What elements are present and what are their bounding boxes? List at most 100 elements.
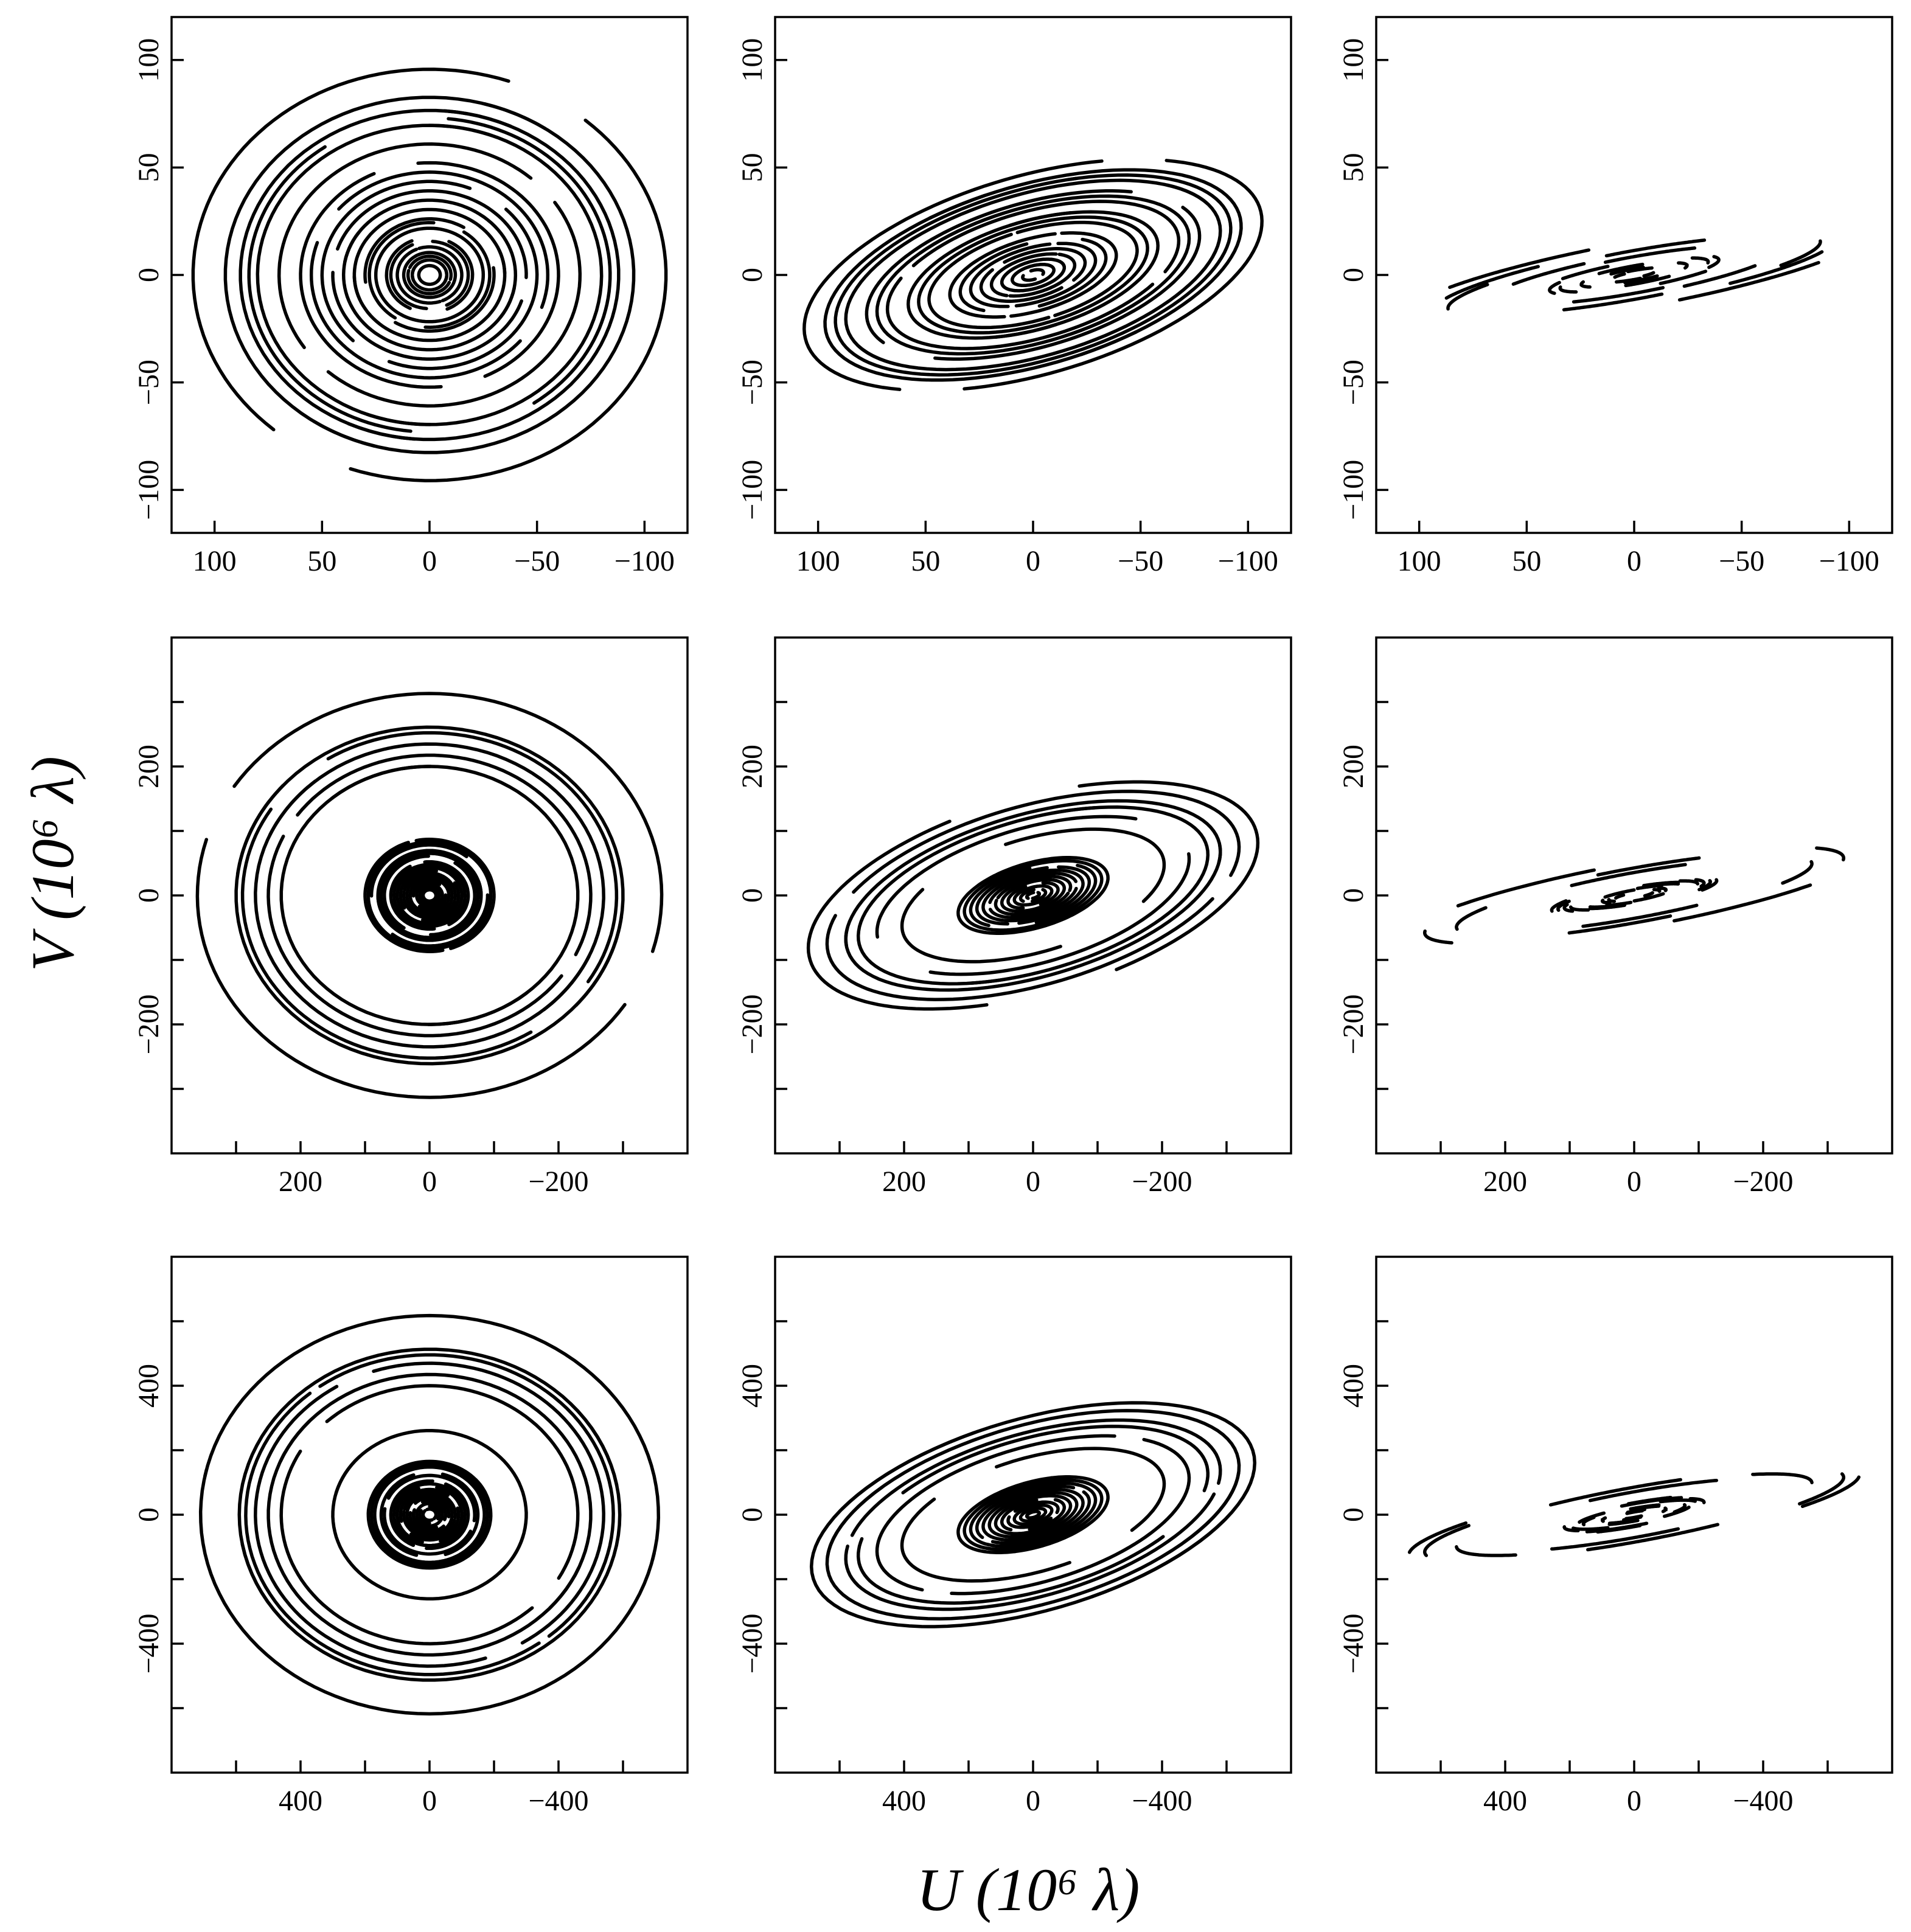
uv-track xyxy=(1455,1545,1517,1557)
uv-track xyxy=(440,1472,480,1557)
uv-track xyxy=(279,765,529,1026)
uv-track xyxy=(994,210,1160,339)
uv-track xyxy=(347,109,621,442)
uv-track xyxy=(411,880,442,898)
uv-track xyxy=(374,238,483,324)
uv-track xyxy=(341,231,516,352)
uv-track xyxy=(373,1465,477,1557)
y-tick-label: 0 xyxy=(736,268,768,282)
y-tick-label: −50 xyxy=(133,360,165,405)
uv-track xyxy=(423,230,492,329)
uv-track xyxy=(399,868,439,910)
uv-track xyxy=(309,241,522,380)
x-tick-label: −50 xyxy=(1719,545,1764,577)
uv-track xyxy=(405,1505,453,1537)
x-tick-label: 0 xyxy=(422,1166,437,1198)
uv-track xyxy=(962,860,1049,932)
uv-track xyxy=(343,198,518,319)
x-tick-label: −50 xyxy=(514,545,560,577)
uv-track xyxy=(232,692,664,953)
uv-track xyxy=(809,1431,1226,1628)
uv-track xyxy=(1556,899,1571,912)
uv-track xyxy=(850,1418,1222,1537)
uv-track xyxy=(981,868,1084,916)
uv-track xyxy=(1017,859,1104,931)
uv-track xyxy=(1025,1510,1042,1518)
uv-track xyxy=(394,266,496,333)
uv-track xyxy=(856,1535,1165,1605)
y-tick-label: 100 xyxy=(1337,38,1370,82)
panel-r3-c2: 400 0 −400 −400 0 400 xyxy=(736,1256,1292,1817)
y-tick-label: −100 xyxy=(1337,460,1370,520)
uv-track xyxy=(429,861,476,937)
uv-track xyxy=(1567,914,1673,935)
uv-track xyxy=(1444,265,1540,300)
uv-track xyxy=(825,1471,1241,1621)
uv-track xyxy=(1020,1506,1048,1517)
uv-track xyxy=(411,1508,439,1531)
uv-track xyxy=(1548,280,1561,295)
uv-track xyxy=(445,240,475,311)
uv-track xyxy=(325,1384,580,1580)
uv-track xyxy=(408,254,453,282)
uv-track xyxy=(395,1486,424,1544)
uv-track xyxy=(334,1428,528,1575)
uv-track xyxy=(399,1487,450,1523)
x-tick-label: 0 xyxy=(1026,1785,1040,1817)
y-tick-label: 0 xyxy=(133,888,165,903)
uv-track xyxy=(402,1509,456,1539)
x-tick-label: −100 xyxy=(1218,545,1278,577)
y-tick-label: −200 xyxy=(133,994,165,1054)
uv-track xyxy=(856,806,1096,985)
uv-track xyxy=(402,890,456,920)
uv-track xyxy=(410,258,449,283)
panel-r3-c3: 400 0 −400 −400 0 400 xyxy=(1337,1256,1893,1817)
uv-track xyxy=(1673,1503,1687,1514)
uv-track xyxy=(1677,261,1689,270)
uv-track xyxy=(1034,863,1098,925)
uv-track xyxy=(844,1492,1216,1611)
panel-r1-c3: 100 50 0 −50 −100 −100 −50 0 50 100 xyxy=(1337,16,1893,577)
x-tick-label: 100 xyxy=(796,545,840,577)
uv-track xyxy=(419,885,444,909)
uv-track xyxy=(416,161,560,378)
uv-track xyxy=(988,173,1233,374)
uv-tracks xyxy=(1422,846,1846,945)
uv-track xyxy=(1012,1506,1042,1526)
uv-track xyxy=(970,805,1210,985)
uv-track xyxy=(372,1361,605,1645)
y-tick-label: −400 xyxy=(1337,1613,1370,1673)
y-tick-label: 50 xyxy=(1337,153,1370,182)
x-tick-label: −200 xyxy=(1733,1166,1793,1198)
uv-track xyxy=(378,1470,490,1567)
uv-track xyxy=(369,843,468,898)
uv-track xyxy=(1596,856,1701,877)
y-tick-label: 400 xyxy=(133,1364,165,1408)
uv-track xyxy=(435,1485,464,1543)
uv-track xyxy=(969,242,1052,308)
uv-track xyxy=(195,838,627,1099)
panel-r2-c1: 200 0 −200 −200 0 200 xyxy=(133,636,689,1198)
uv-track xyxy=(1562,903,1575,913)
panel-r1-c1: 100 50 0 −50 −100 −100 −50 0 50 100 xyxy=(133,16,689,577)
y-tick-label: 0 xyxy=(133,268,165,282)
uv-track xyxy=(417,893,448,911)
x-tick-label: 0 xyxy=(422,545,437,577)
uv-track xyxy=(875,1434,1116,1592)
uv-track xyxy=(1018,888,1036,903)
uv-track xyxy=(1011,262,1056,282)
uv-track xyxy=(1601,898,1612,905)
uv-track xyxy=(1632,892,1665,903)
uv-track xyxy=(1579,280,1592,289)
x-axis-title: U (10⁶ λ) xyxy=(917,1856,1140,1923)
uv-track xyxy=(1422,1524,1471,1557)
uv-track xyxy=(928,852,1191,976)
uv-track xyxy=(1006,1490,1079,1539)
uv-track xyxy=(1455,906,1488,931)
x-tick-label: 100 xyxy=(193,545,237,577)
uv-track xyxy=(986,1482,1098,1548)
uv-track xyxy=(349,118,668,482)
y-tick-label: 200 xyxy=(736,745,768,788)
uv-track xyxy=(363,217,465,284)
uv-track xyxy=(1037,237,1108,308)
